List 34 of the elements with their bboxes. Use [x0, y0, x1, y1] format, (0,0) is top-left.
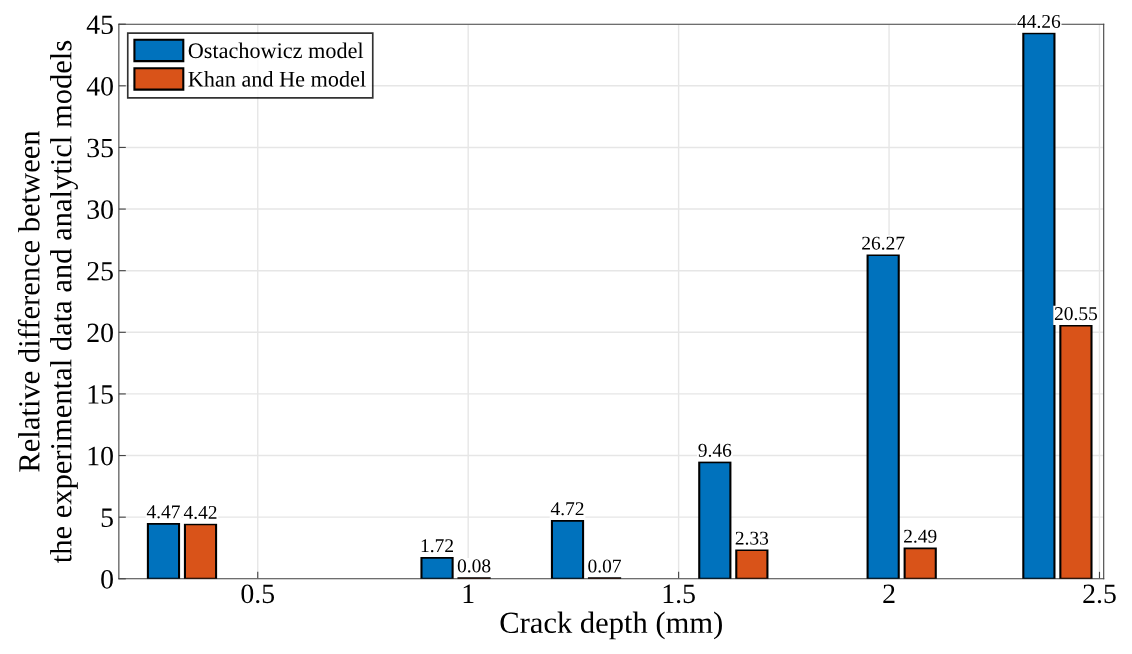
- y-tick-label: 40: [86, 76, 113, 96]
- data-label: 4.72: [550, 502, 584, 516]
- y-tick-label: 10: [88, 446, 113, 466]
- x-tick-label: 0.5: [241, 584, 275, 604]
- x-tick-label: 2: [883, 584, 895, 603]
- x-tick-label: 1: [463, 584, 474, 603]
- bar: [420, 556, 454, 579]
- data-label: 1.72: [421, 539, 453, 553]
- x-tick-label: 1.5: [663, 584, 695, 604]
- y-tick-label: 25: [87, 261, 113, 281]
- y-tick-label: 0: [101, 569, 113, 589]
- data-label: 44.26: [1017, 14, 1061, 29]
- y-tick-label: 45: [86, 15, 113, 35]
- data-label: 4.42: [183, 505, 217, 520]
- y-tick-label: 35: [87, 138, 113, 158]
- y-axis-title: Relative difference between the experimental data and analyticl models: [17, 40, 78, 563]
- data-label: 9.46: [698, 443, 732, 457]
- data-label: 2.49: [904, 529, 937, 543]
- legend-label: Khan and He model: [188, 71, 366, 87]
- data-label: 0.07: [588, 559, 621, 573]
- y-tick-label: 30: [87, 200, 113, 219]
- legend-label: Ostachowicz model: [188, 42, 364, 59]
- x-axis-title: Crack depth (mm): [500, 611, 722, 640]
- bar: [903, 547, 937, 579]
- data-label: 26.27: [862, 236, 905, 250]
- y-tick-label: 15: [88, 385, 113, 404]
- data-label: 4.47: [146, 505, 180, 519]
- bar: [735, 549, 769, 579]
- y-tick-label: 5: [101, 508, 113, 528]
- data-label: 20.55: [1054, 307, 1098, 321]
- data-label: 0.08: [457, 559, 491, 573]
- x-tick-label: 2.5: [1083, 584, 1116, 604]
- data-label: 2.33: [735, 531, 769, 545]
- y-tick-label: 20: [87, 323, 113, 343]
